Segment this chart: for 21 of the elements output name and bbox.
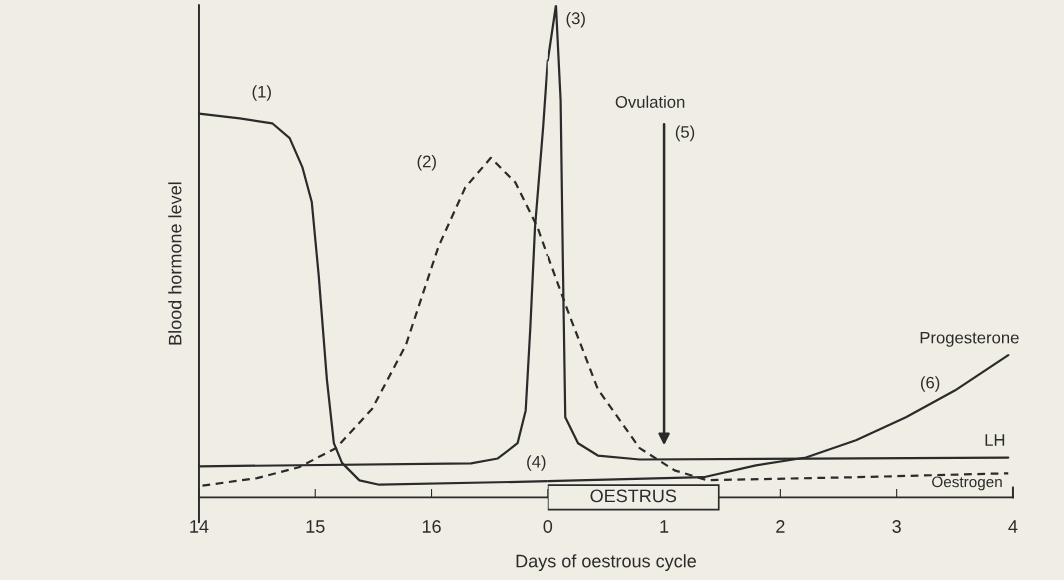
series-label: Progesterone [920, 331, 1019, 347]
annotation: (5) [675, 125, 695, 142]
x-tick-label: 4 [1008, 520, 1018, 533]
series-label: Oestrogen [932, 476, 1002, 491]
annotation: (2) [417, 155, 436, 171]
annotation: Ovulation [615, 95, 685, 108]
annotation: OESTRUS [590, 489, 677, 503]
annotation: (6) [920, 376, 940, 392]
x-tick-label: 16 [422, 520, 441, 533]
x-tick-label: 3 [892, 520, 901, 533]
annotation: (1) [252, 85, 271, 101]
x-tick-label: 2 [776, 520, 785, 533]
series-label: LH [985, 434, 1005, 446]
annotation: (4) [527, 455, 546, 471]
x-tick-label: 15 [306, 520, 325, 533]
x-tick-label: 14 [190, 520, 209, 533]
x-tick-label: 1 [660, 520, 669, 533]
annotation: (3) [566, 11, 585, 28]
x-axis-title: Days of oestrous cycle [516, 554, 696, 572]
x-tick-label: 0 [543, 520, 553, 533]
y-axis-title: Blood hormone level [168, 182, 182, 345]
